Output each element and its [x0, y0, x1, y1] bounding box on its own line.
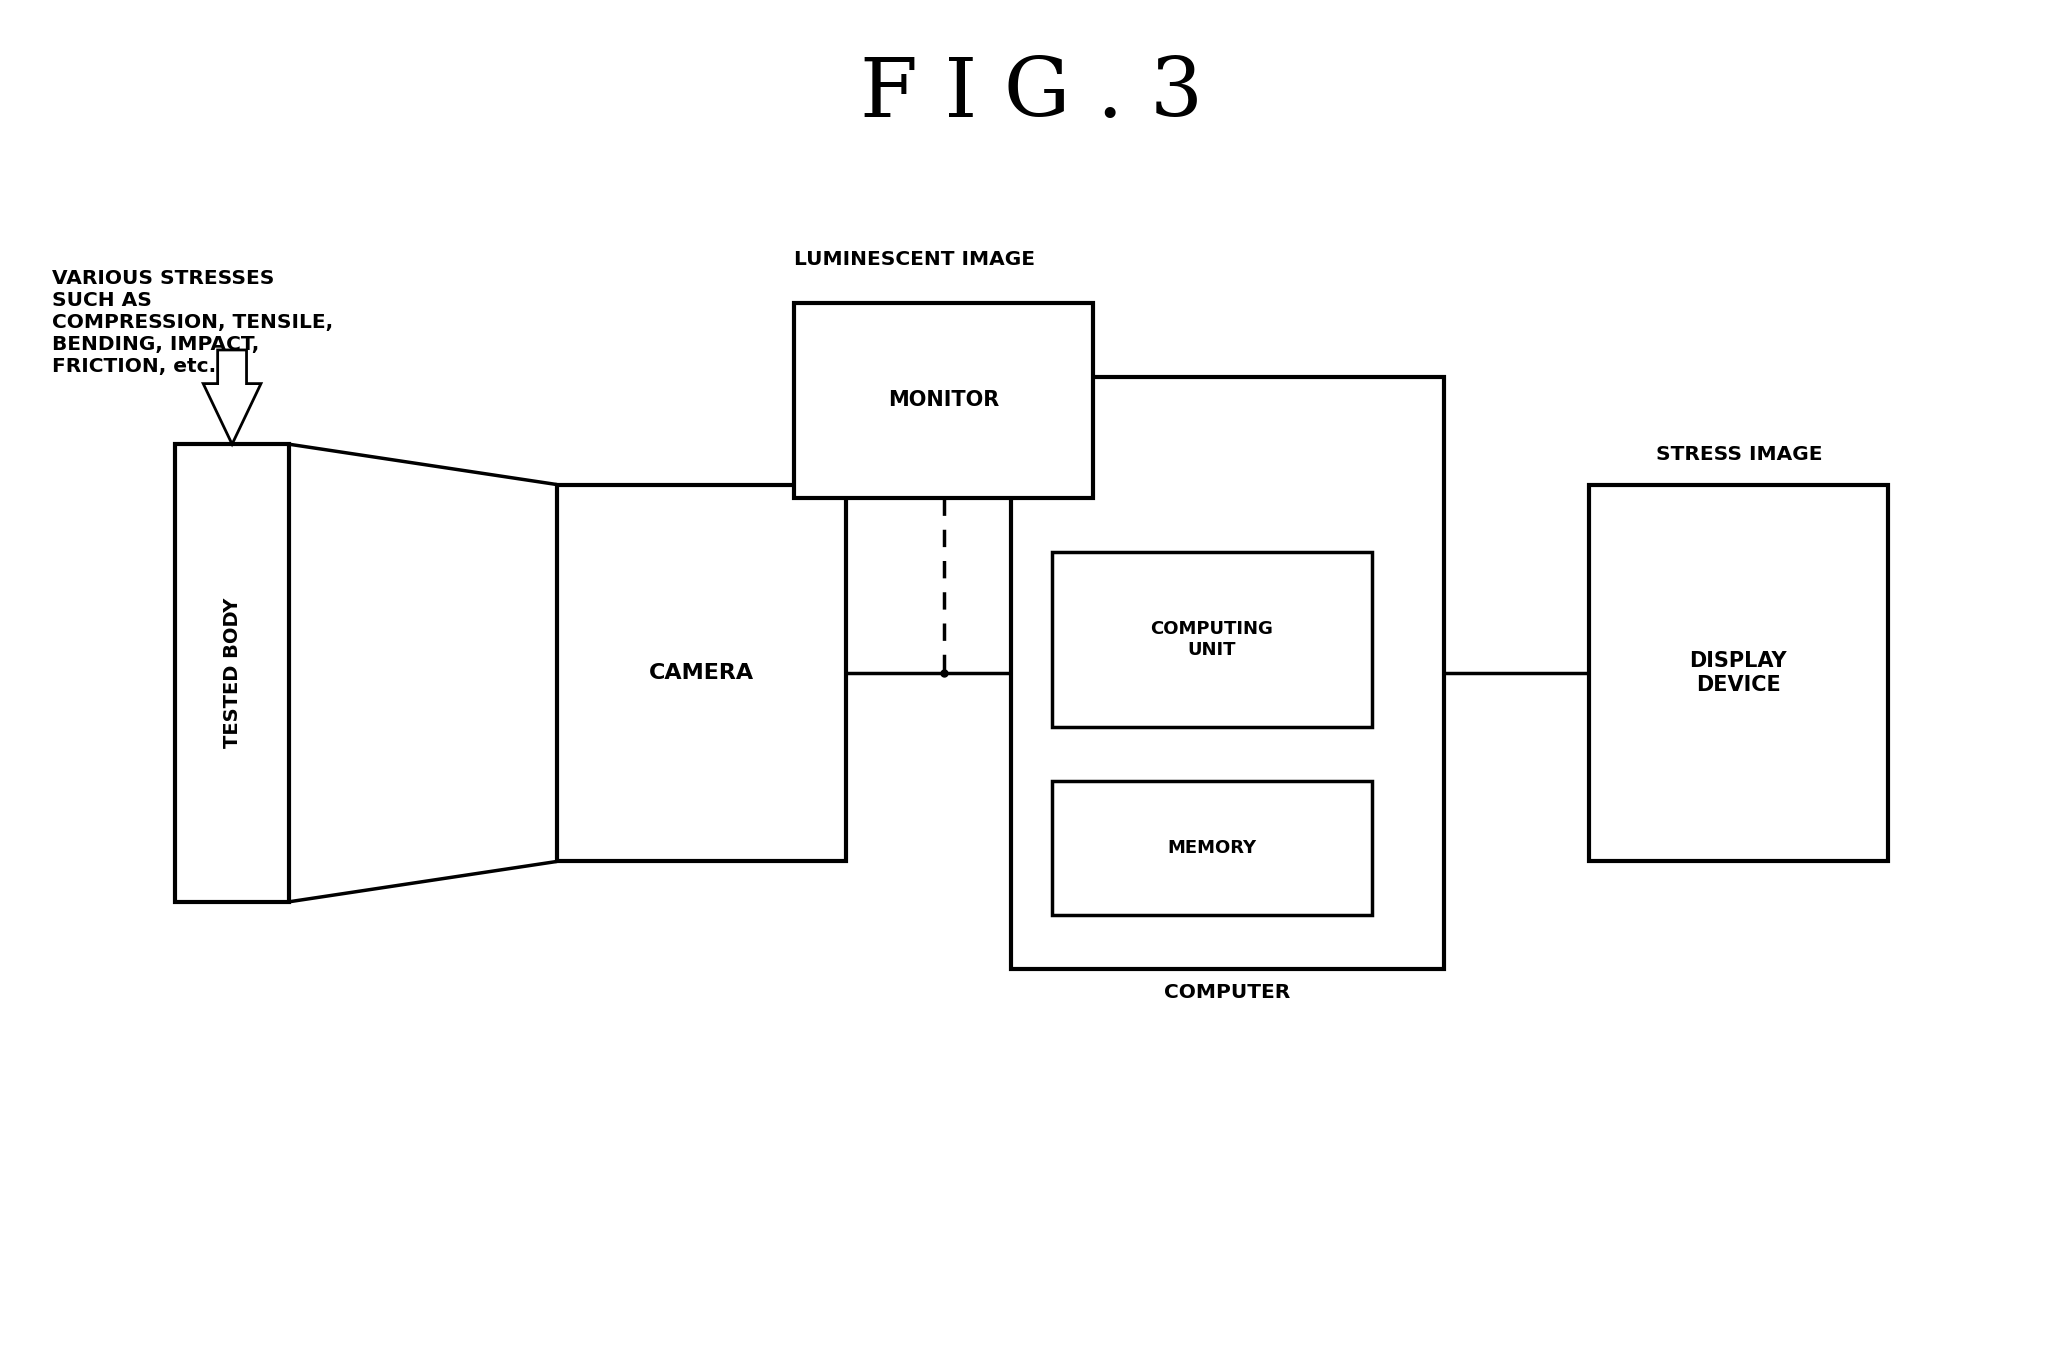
- Bar: [1052, 552, 1372, 727]
- Text: DISPLAY
DEVICE: DISPLAY DEVICE: [1690, 651, 1787, 695]
- Text: MEMORY: MEMORY: [1168, 839, 1256, 857]
- Bar: [1589, 485, 1888, 861]
- Bar: [1011, 377, 1444, 969]
- Text: VARIOUS STRESSES
SUCH AS
COMPRESSION, TENSILE,
BENDING, IMPACT,
FRICTION, etc.: VARIOUS STRESSES SUCH AS COMPRESSION, TE…: [52, 269, 332, 376]
- Text: LUMINESCENT IMAGE: LUMINESCENT IMAGE: [794, 250, 1036, 269]
- Text: CAMERA: CAMERA: [650, 664, 753, 682]
- Text: MONITOR: MONITOR: [889, 390, 998, 411]
- Text: COMPUTING
UNIT: COMPUTING UNIT: [1151, 621, 1273, 658]
- Text: COMPUTER: COMPUTER: [1164, 983, 1291, 1001]
- Text: STRESS IMAGE: STRESS IMAGE: [1657, 446, 1822, 464]
- Polygon shape: [202, 350, 260, 444]
- Text: TESTED BODY: TESTED BODY: [223, 598, 241, 748]
- Text: F I G . 3: F I G . 3: [860, 54, 1203, 135]
- Bar: [557, 485, 846, 861]
- Bar: [175, 444, 289, 902]
- Bar: [794, 303, 1093, 498]
- Bar: [1052, 781, 1372, 915]
